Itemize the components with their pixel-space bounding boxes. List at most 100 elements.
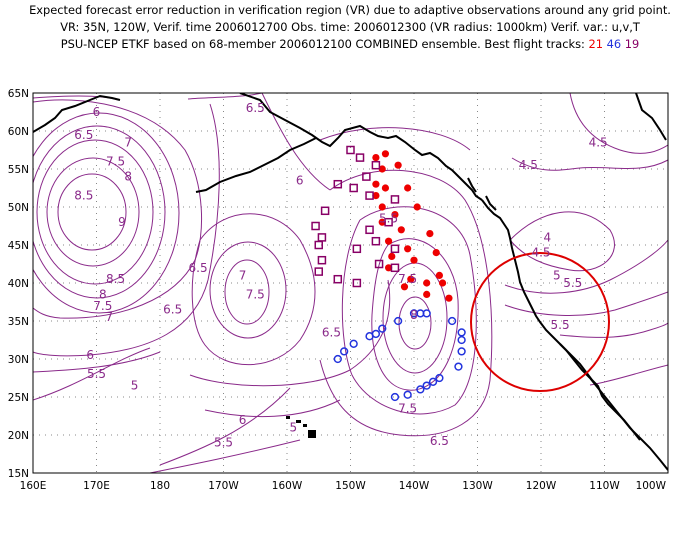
header-line-3-text: PSU-NCEP ETKF based on 68-member 2006012… [60, 37, 589, 51]
coast-aleutians [195, 137, 317, 193]
red-track-point [394, 161, 402, 169]
contour-label: 6.5 [74, 128, 93, 142]
contour-8-east [398, 296, 432, 350]
longitude-tick-label: 160E [20, 480, 47, 492]
contour-label: 7.5 [93, 299, 112, 313]
contour-7-east [371, 238, 459, 391]
contour-5-west [33, 347, 151, 401]
contour-label: 6 [86, 348, 94, 362]
latitude-labels: 65N 60N 55N 50N 45N 40N 35N 30N 25N 20N 15N [8, 88, 29, 480]
red-track-point [410, 256, 418, 264]
header-line-1: Expected forecast error reduction in ver… [29, 3, 671, 17]
header-line-2: VR: 35N, 120W, Verif. time 2006012700 Ob… [60, 20, 640, 34]
latitude-tick-label: 25N [8, 392, 29, 404]
contour-6-5-central [191, 213, 316, 366]
header-line-3: PSU-NCEP ETKF based on 68-member 2006012… [0, 36, 700, 53]
longitude-tick-label: 150W [335, 480, 366, 492]
purple-track-point [390, 244, 400, 254]
blue-track-point [365, 332, 374, 341]
purple-track-point [352, 244, 362, 254]
contour-label: 6 [93, 105, 101, 119]
contour-label: 8.5 [74, 189, 93, 203]
contour-6-5-east [341, 206, 477, 415]
contour-5-5-west [33, 351, 161, 373]
contour-label: 4.5 [519, 158, 538, 172]
contour-label: 7 [239, 268, 247, 282]
verification-region-circle [470, 252, 610, 392]
longitude-tick-label: 170E [83, 480, 110, 492]
red-track-point [381, 150, 390, 158]
latitude-tick-label: 45N [8, 240, 29, 252]
contour-label: 5 [553, 268, 561, 282]
latitude-tick-label: 20N [8, 430, 29, 442]
coast-baja [559, 343, 668, 471]
red-track-point [435, 271, 443, 279]
purple-track-point [371, 236, 381, 246]
longitude-tick-label: 140W [399, 480, 430, 492]
latitude-tick-label: 60N [8, 126, 29, 138]
contour-7-central [209, 241, 287, 339]
red-track-point [372, 192, 380, 200]
blue-track-point [349, 339, 358, 348]
contour-6-5-north [187, 93, 263, 100]
red-track-point [372, 180, 380, 188]
latitude-tick-label: 65N [8, 88, 29, 100]
contour-4-5-ne [569, 93, 668, 154]
blue-track-point [422, 381, 431, 390]
purple-track-point [384, 217, 393, 227]
contour-label: 4.5 [589, 135, 608, 149]
red-track-point [385, 237, 393, 245]
contour-label: 7.5 [106, 154, 125, 168]
map-frame [32, 92, 669, 474]
contour-label: 7 [105, 310, 113, 324]
contour-label: 6.5 [322, 325, 341, 339]
purple-track-point [314, 267, 323, 276]
track-label-blue: 46 [606, 37, 622, 51]
blue-track-point [333, 354, 342, 364]
blue-track-point [378, 324, 387, 333]
contour-label: 9 [118, 215, 126, 229]
blue-track-point [422, 309, 431, 318]
longitude-tick-label: 120W [526, 480, 557, 492]
hawaii-islands [286, 416, 316, 438]
track-label-purple: 19 [624, 37, 640, 51]
coast-mainland-mexico [585, 371, 641, 441]
purple-track-point [352, 278, 362, 288]
contour-6-central [189, 279, 391, 387]
red-track-point [404, 245, 412, 253]
red-track-point [381, 184, 390, 192]
red-track-point [445, 294, 453, 302]
contour-label: 5.5 [551, 318, 570, 332]
purple-track-point [365, 191, 374, 200]
error-reduction-contours [33, 93, 668, 473]
contour-6-5-west [33, 99, 202, 319]
contour-8 [36, 139, 154, 285]
contour-5-central [159, 387, 291, 466]
contour-label: 8 [410, 308, 418, 322]
contour-8-5 [46, 157, 140, 267]
track-label-red: 21 [588, 37, 604, 51]
coast-hudson [635, 93, 667, 141]
contour-6-north [261, 93, 331, 191]
contour-label: 7.5 [246, 287, 265, 301]
contour-7-5 [33, 125, 166, 299]
purple-track-point [365, 225, 374, 235]
contour-7 [33, 112, 180, 314]
contour-5-5-central [204, 399, 341, 418]
red-track-point [378, 203, 386, 211]
contour-label: 6 [239, 413, 247, 427]
purple-track-point [371, 160, 381, 170]
contour-label: 4.5 [531, 246, 550, 260]
coastline [33, 93, 668, 471]
coast-alaska [239, 93, 483, 201]
contour-7-5-central [224, 259, 270, 325]
purple-track-point [362, 172, 371, 181]
longitude-tick-label: 170W [208, 480, 239, 492]
contour-9 [57, 173, 127, 251]
latitude-tick-label: 50N [8, 202, 29, 214]
blue-track-point [390, 392, 400, 402]
longitude-labels: 160E 170E 180 170W 160W 150W 140W 130W 120W 110W 1… [20, 480, 667, 492]
blue-track-point [435, 373, 444, 383]
contour-5-5-far-east [589, 364, 668, 386]
